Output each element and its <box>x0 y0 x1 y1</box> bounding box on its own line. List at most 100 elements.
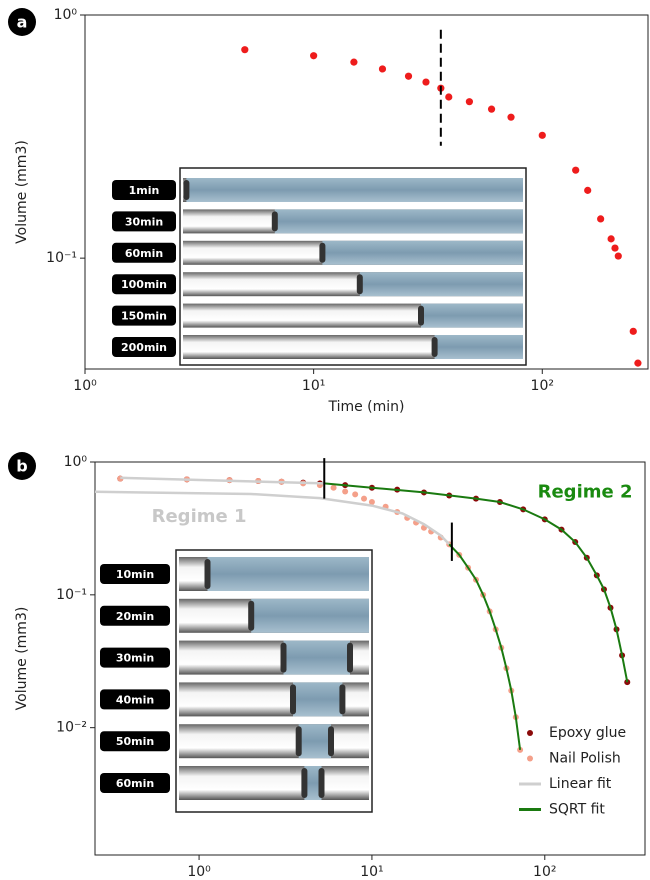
data-point <box>487 105 496 113</box>
capillary-fluid <box>298 724 331 759</box>
inset-label: 50min <box>116 735 154 748</box>
inset-label-box <box>112 180 176 200</box>
data-point <box>611 244 619 252</box>
y-tick-label: 10⁻¹ <box>56 587 87 603</box>
legend-label: SQRT fit <box>549 802 605 818</box>
inset-label: 20min <box>116 610 154 623</box>
capillary-fluid <box>207 557 369 591</box>
data-point <box>517 746 524 753</box>
capillary-fluid <box>274 209 523 234</box>
annotation: Regime 2 <box>538 481 633 502</box>
y-tick-label: 10⁻² <box>56 720 87 736</box>
inset-label-box <box>112 274 176 295</box>
data-point <box>422 78 430 86</box>
axes-frame <box>84 14 649 370</box>
meniscus <box>290 684 296 715</box>
meniscus <box>356 274 363 295</box>
panel-label: b <box>16 457 27 476</box>
inset-label: 30min <box>116 652 154 665</box>
inset-label: 10min <box>116 568 154 581</box>
data-point <box>404 72 413 80</box>
data-point <box>607 235 615 243</box>
x-tick-label: 10¹ <box>360 864 383 880</box>
meniscus <box>418 305 424 326</box>
inset-label: 100min <box>121 278 167 291</box>
capillary-fluid <box>322 240 523 265</box>
y-axis-label: Volume (mm3) <box>14 607 30 711</box>
x-tick-label: 10¹ <box>302 378 325 394</box>
capillary-fluid <box>251 598 369 633</box>
inset-label: 40min <box>116 693 154 706</box>
data-point <box>538 131 546 139</box>
data-point <box>629 327 637 335</box>
meniscus <box>328 726 334 757</box>
capillary-empty <box>179 724 369 759</box>
inset-label-box <box>100 689 170 710</box>
x-tick-label: 10² <box>533 864 556 880</box>
meniscus <box>347 642 353 673</box>
y-tick-label: 10⁻¹ <box>46 250 77 266</box>
x-axis-label: Time (min) <box>327 399 404 415</box>
inset-label-box <box>112 337 176 357</box>
x-tick-label: 10² <box>531 378 554 394</box>
inset: 1min 30min 60min 100min 150min 200min <box>112 167 527 366</box>
meniscus <box>295 726 302 757</box>
data-point <box>241 46 249 54</box>
inset-label: 60min <box>125 247 163 260</box>
panel-label: a <box>17 13 28 32</box>
data-point <box>507 113 515 121</box>
inset-label-box <box>112 242 176 263</box>
data-point <box>465 98 473 106</box>
data-point <box>361 495 368 502</box>
capillary-fluid <box>421 303 523 328</box>
capillary-fluid <box>359 272 523 297</box>
meniscus <box>280 642 287 673</box>
legend-label: Linear fit <box>549 776 612 792</box>
data-point <box>378 65 387 73</box>
fit-line <box>324 482 629 751</box>
inset-label-box <box>112 305 176 326</box>
inset: 10min 20min 30min 40min 50min 60min <box>100 549 373 813</box>
meniscus <box>318 768 325 798</box>
x-tick-label: 10⁰ <box>187 864 211 880</box>
meniscus <box>339 684 346 715</box>
data-point <box>614 252 622 260</box>
meniscus <box>204 559 211 589</box>
inset-label-box <box>100 564 170 584</box>
y-axis-label: Volume (mm3) <box>14 140 30 244</box>
data-point <box>368 498 375 505</box>
y-tick-label: 10⁰ <box>54 7 78 23</box>
data-point <box>330 484 337 491</box>
x-tick-label: 10⁰ <box>73 378 97 394</box>
legend-label: Nail Polish <box>549 751 621 767</box>
axes-frame <box>94 461 646 856</box>
meniscus <box>319 242 326 263</box>
data-point <box>342 488 349 495</box>
y-tick-label: 10⁰ <box>64 454 88 470</box>
data-point <box>572 166 580 174</box>
data-point <box>584 186 592 194</box>
data-point <box>350 58 358 66</box>
inset-label: 200min <box>121 341 167 354</box>
annotation: Regime 1 <box>152 506 247 527</box>
data-point <box>597 215 605 223</box>
inset-label-box <box>112 211 176 232</box>
meniscus <box>431 337 438 357</box>
data-point <box>352 491 359 498</box>
legend-swatch <box>527 755 533 762</box>
inset-label-box <box>100 731 170 752</box>
inset-label: 1min <box>129 184 160 197</box>
capillary-empty <box>179 766 369 800</box>
meniscus <box>183 180 190 200</box>
inset-label-box <box>100 605 170 626</box>
capillary-fluid <box>293 682 343 717</box>
data-point <box>310 52 318 60</box>
meniscus <box>248 600 255 631</box>
panel-label-badge <box>8 452 36 480</box>
meniscus <box>271 211 278 232</box>
inset-label: 60min <box>116 777 154 790</box>
capillary-fluid <box>186 178 523 202</box>
panel-label-badge <box>8 8 36 36</box>
capillary-fluid <box>283 640 350 675</box>
